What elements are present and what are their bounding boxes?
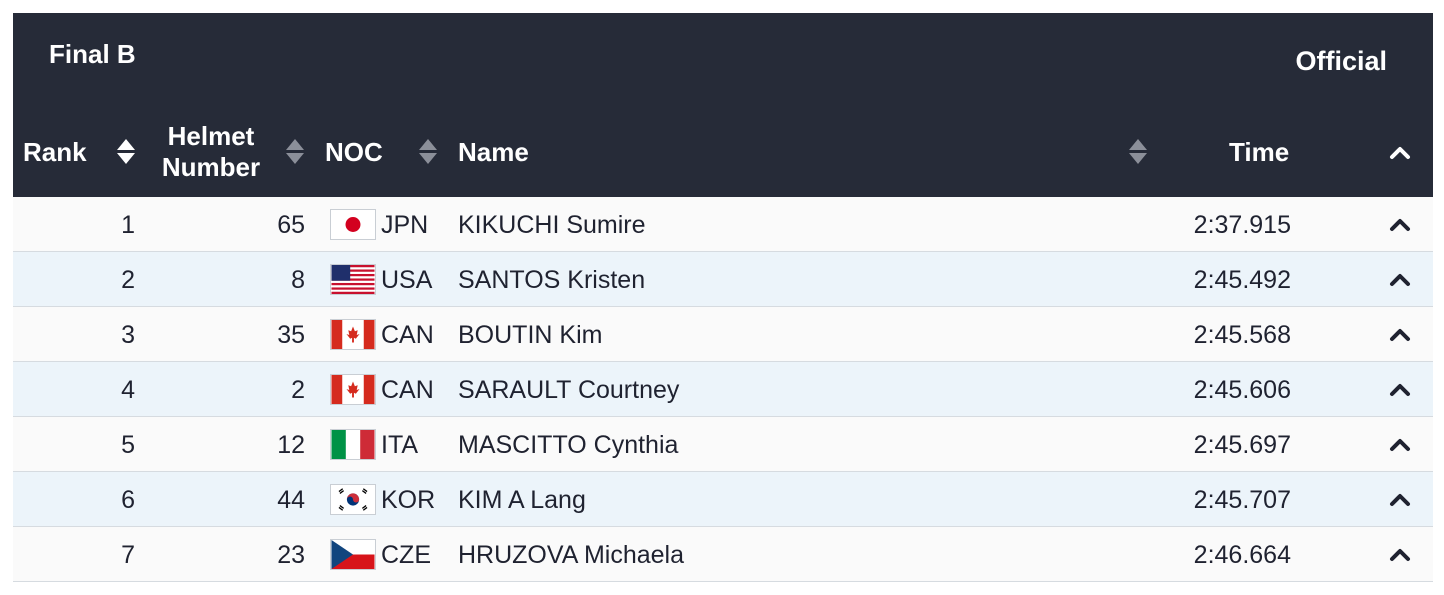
usa-flag-icon xyxy=(330,264,376,295)
table-header: Final B Official Rank Helmet Number NOC … xyxy=(13,13,1433,197)
helmet-number-cell: 65 xyxy=(277,211,305,239)
sort-icon[interactable] xyxy=(115,137,137,167)
noc-cell: JPN xyxy=(381,211,429,239)
phase-title: Final B xyxy=(49,39,136,69)
noc-cell: CAN xyxy=(381,321,434,349)
table-row[interactable]: 3 35 CAN BOUTIN Kim 2:45.568 xyxy=(13,307,1433,362)
sort-icon[interactable] xyxy=(417,137,439,167)
noc-cell: CZE xyxy=(381,541,431,569)
column-header-time[interactable]: Time xyxy=(1229,137,1290,167)
helmet-number-cell: 35 xyxy=(277,321,305,349)
chevron-up-icon[interactable] xyxy=(1389,273,1411,287)
rank-cell: 2 xyxy=(121,266,135,294)
noc-cell: USA xyxy=(381,266,433,294)
helmet-number-cell: 23 xyxy=(277,541,305,569)
results-table: Final B Official Rank Helmet Number NOC … xyxy=(13,13,1433,582)
canada-flag-icon xyxy=(330,319,376,350)
noc-cell: CAN xyxy=(381,376,434,404)
rank-cell: 5 xyxy=(121,431,135,459)
table-row[interactable]: 2 8 USA SANTOS Kristen 2:45.492 xyxy=(13,252,1433,307)
table-row[interactable]: 6 44 KOR KIM A Lang 2:45.707 xyxy=(13,472,1433,527)
rank-cell: 6 xyxy=(121,486,135,514)
rank-cell: 1 xyxy=(121,211,135,239)
time-cell: 2:37.915 xyxy=(1193,211,1291,239)
athlete-name-cell[interactable]: SARAULT Courtney xyxy=(458,376,680,404)
chevron-up-icon[interactable] xyxy=(1389,493,1411,507)
table-body: 1 65 JPN KIKUCHI Sumire 2:37.915 2 8 xyxy=(13,197,1433,582)
column-header-helmet-line2: Number xyxy=(161,152,261,182)
table-row[interactable]: 1 65 JPN KIKUCHI Sumire 2:37.915 xyxy=(13,197,1433,252)
time-cell: 2:46.664 xyxy=(1193,541,1291,569)
athlete-name-cell[interactable]: KIM A Lang xyxy=(458,486,586,514)
rank-cell: 4 xyxy=(121,376,135,404)
time-cell: 2:45.606 xyxy=(1193,376,1291,404)
helmet-number-cell: 44 xyxy=(277,486,305,514)
column-header-rank[interactable]: Rank xyxy=(23,137,87,167)
chevron-up-icon[interactable] xyxy=(1389,218,1411,232)
time-cell: 2:45.568 xyxy=(1193,321,1291,349)
time-cell: 2:45.707 xyxy=(1193,486,1291,514)
time-cell: 2:45.492 xyxy=(1193,266,1291,294)
rank-cell: 3 xyxy=(121,321,135,349)
athlete-name-cell[interactable]: KIKUCHI Sumire xyxy=(458,211,646,239)
rank-cell: 7 xyxy=(121,541,135,569)
canada-flag-icon xyxy=(330,374,376,405)
chevron-up-icon[interactable] xyxy=(1389,383,1411,397)
helmet-number-cell: 12 xyxy=(277,431,305,459)
table-row[interactable]: 4 2 CAN SARAULT Courtney 2:45.606 xyxy=(13,362,1433,417)
athlete-name-cell[interactable]: BOUTIN Kim xyxy=(458,321,603,349)
chevron-up-icon[interactable] xyxy=(1389,328,1411,342)
column-header-noc[interactable]: NOC xyxy=(325,137,383,167)
athlete-name-cell[interactable]: MASCITTO Cynthia xyxy=(458,431,679,459)
table-row[interactable]: 5 12 ITA MASCITTO Cynthia 2:45.697 xyxy=(13,417,1433,472)
helmet-number-cell: 8 xyxy=(291,266,305,294)
column-header-helmet[interactable]: Helmet Number xyxy=(156,121,266,183)
noc-cell: KOR xyxy=(381,486,436,514)
column-header-name[interactable]: Name xyxy=(458,137,529,167)
japan-flag-icon xyxy=(330,209,376,240)
korea-flag-icon xyxy=(330,484,376,515)
column-header-helmet-line1: Helmet xyxy=(167,121,255,151)
sort-icon[interactable] xyxy=(1127,137,1149,167)
status-label: Official xyxy=(1295,46,1387,76)
czech-flag-icon xyxy=(330,539,376,570)
sort-icon[interactable] xyxy=(284,137,306,167)
table-row[interactable]: 7 23 CZE HRUZOVA Michaela 2:46.664 xyxy=(13,527,1433,582)
athlete-name-cell[interactable]: HRUZOVA Michaela xyxy=(458,541,684,569)
time-cell: 2:45.697 xyxy=(1193,431,1291,459)
collapse-all-chevron-up-icon[interactable] xyxy=(1389,146,1411,160)
athlete-name-cell[interactable]: SANTOS Kristen xyxy=(458,266,646,294)
noc-cell: ITA xyxy=(381,431,419,459)
chevron-up-icon[interactable] xyxy=(1389,438,1411,452)
chevron-up-icon[interactable] xyxy=(1389,548,1411,562)
helmet-number-cell: 2 xyxy=(291,376,305,404)
italy-flag-icon xyxy=(330,429,376,460)
